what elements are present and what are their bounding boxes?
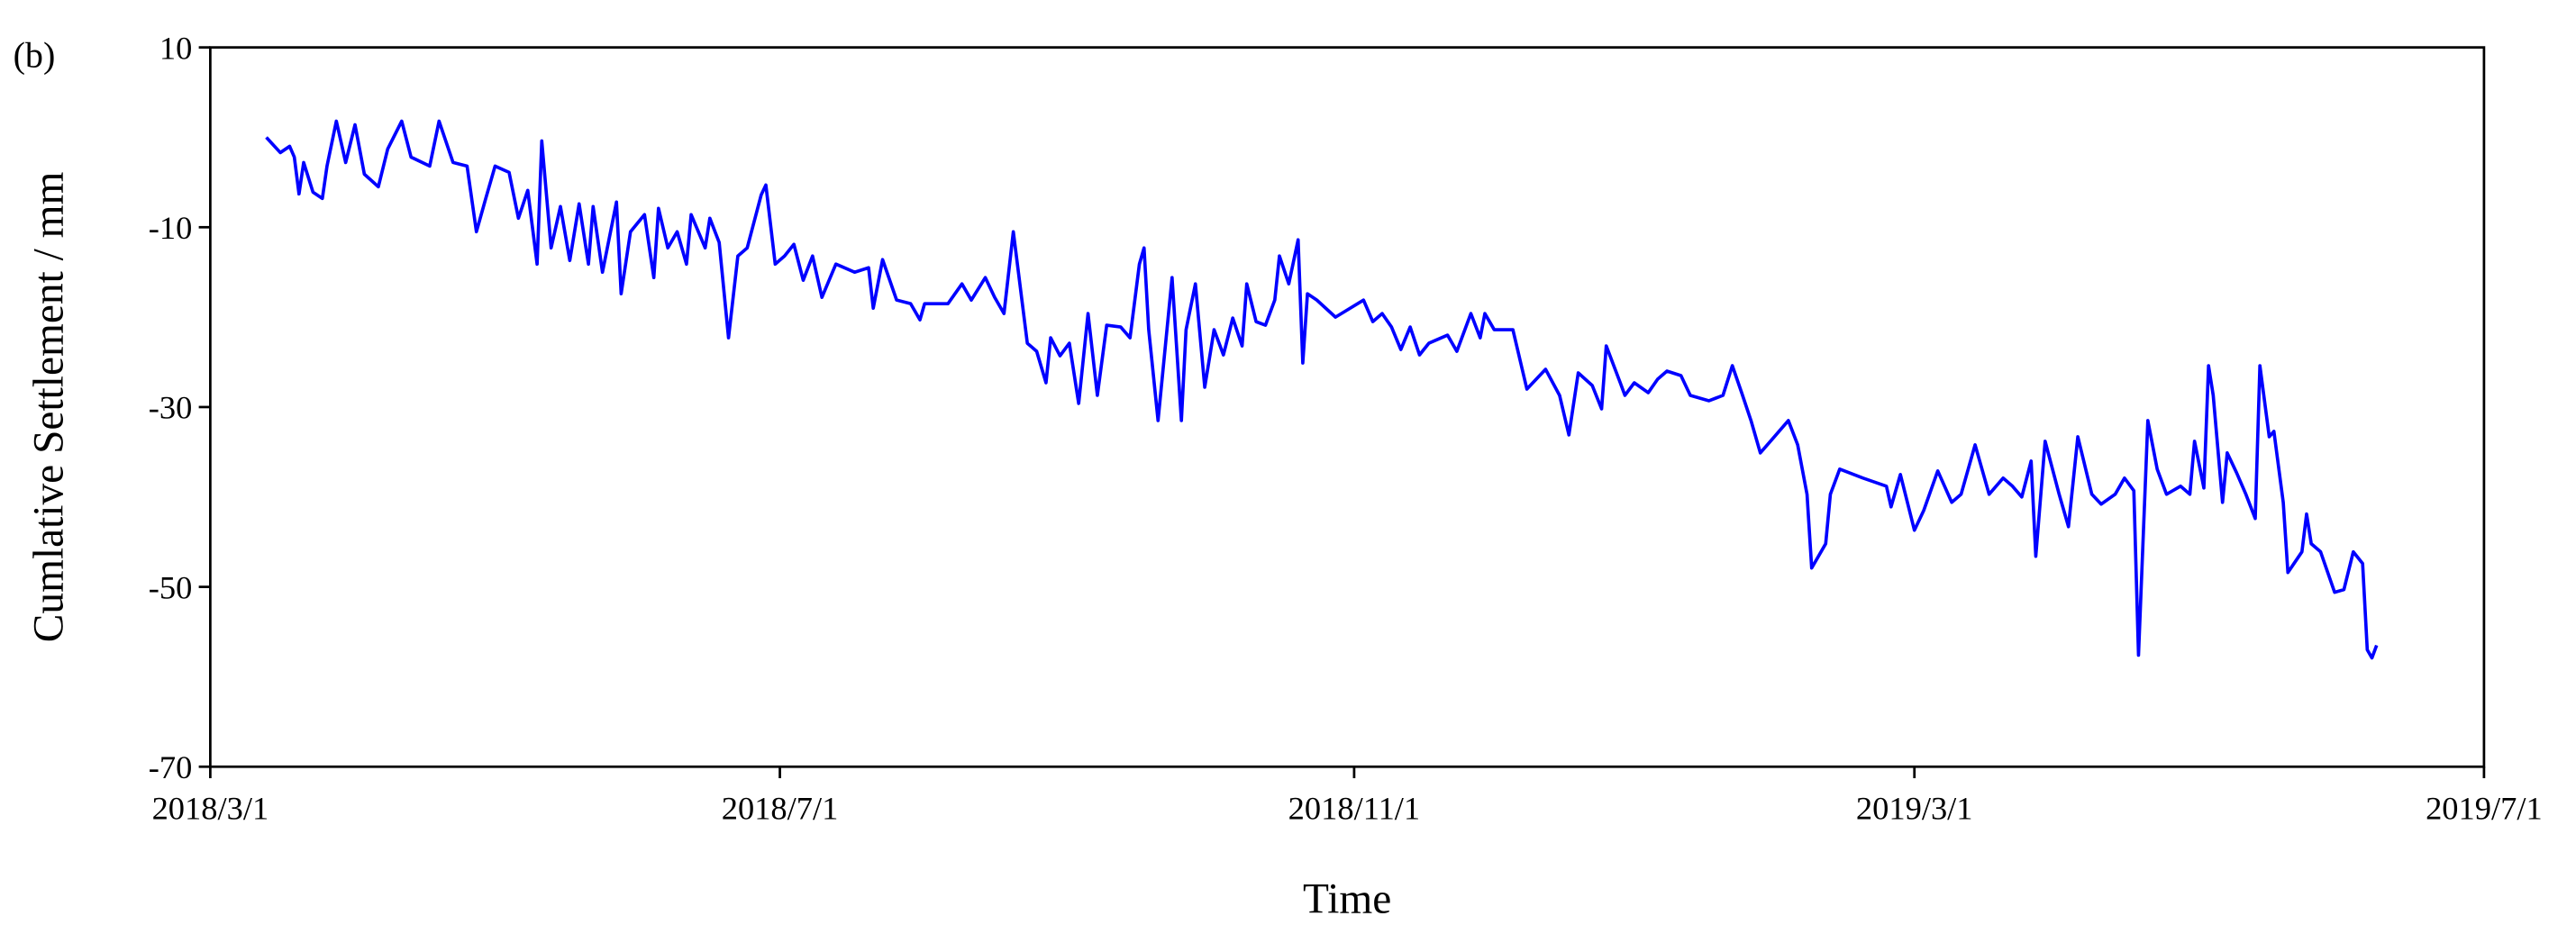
y-axis-label: Cumlative Settlement / mm xyxy=(25,172,72,643)
x-tick-label: 2019/7/1 xyxy=(2426,791,2543,827)
y-tick-label: -70 xyxy=(149,749,193,785)
x-tick-label: 2018/7/1 xyxy=(722,791,839,827)
y-tick-label: 10 xyxy=(159,30,192,66)
x-axis-label: Time xyxy=(1303,876,1391,923)
y-tick-label: -50 xyxy=(149,569,193,605)
data-line xyxy=(265,119,2379,660)
x-tick-label: 2019/3/1 xyxy=(1856,791,1973,827)
plot-frame xyxy=(209,46,2486,768)
y-tick-label: -30 xyxy=(149,390,193,426)
y-tick-label: -10 xyxy=(149,210,193,246)
x-tick-label: 2018/11/1 xyxy=(1288,791,1421,827)
panel-label: (b) xyxy=(14,35,56,76)
x-tick-label: 2018/3/1 xyxy=(152,791,269,827)
